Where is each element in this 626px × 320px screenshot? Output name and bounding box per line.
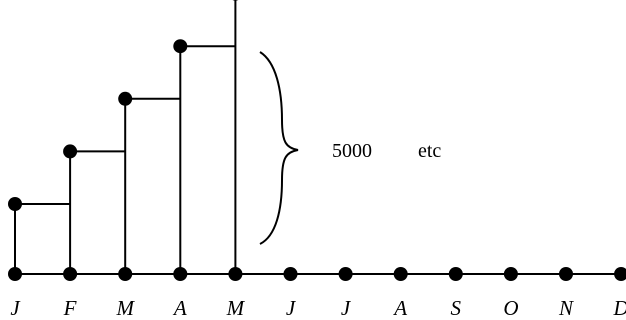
baseline-dot bbox=[503, 267, 518, 281]
baseline-dot bbox=[63, 267, 78, 281]
step-structure bbox=[8, 0, 239, 274]
baseline-dot bbox=[118, 267, 133, 281]
baseline-dot bbox=[338, 267, 353, 281]
month-label: A bbox=[172, 296, 187, 320]
annotation-suffix: etc bbox=[418, 140, 441, 162]
baseline-dot bbox=[283, 267, 298, 281]
month-label: A bbox=[392, 296, 407, 320]
curly-brace bbox=[259, 51, 299, 245]
step-dot bbox=[8, 197, 22, 211]
baseline-dot bbox=[228, 267, 243, 281]
baseline-dot bbox=[173, 267, 188, 281]
month-label: M bbox=[115, 296, 135, 320]
baseline-dot bbox=[614, 267, 626, 281]
month-label: J bbox=[286, 296, 297, 320]
month-label: O bbox=[503, 296, 518, 320]
annotation-amount: 5000 bbox=[332, 140, 372, 162]
baseline-dot bbox=[393, 267, 408, 281]
month-label: S bbox=[451, 296, 462, 320]
step-dot bbox=[173, 39, 188, 54]
baseline-dot bbox=[8, 267, 22, 281]
baseline-dot bbox=[559, 267, 573, 281]
step-dot bbox=[63, 144, 78, 159]
baseline-dots bbox=[8, 267, 626, 281]
step-dot bbox=[118, 91, 133, 106]
month-label: N bbox=[558, 296, 574, 320]
month-labels: JFMAMJJASOND bbox=[10, 296, 626, 320]
month-label: J bbox=[341, 296, 352, 320]
baseline-dot bbox=[448, 267, 463, 281]
month-label: J bbox=[10, 296, 21, 320]
month-label: M bbox=[226, 296, 246, 320]
step-dot bbox=[232, 0, 239, 1]
month-label: D bbox=[613, 296, 626, 320]
month-label: F bbox=[63, 296, 77, 320]
